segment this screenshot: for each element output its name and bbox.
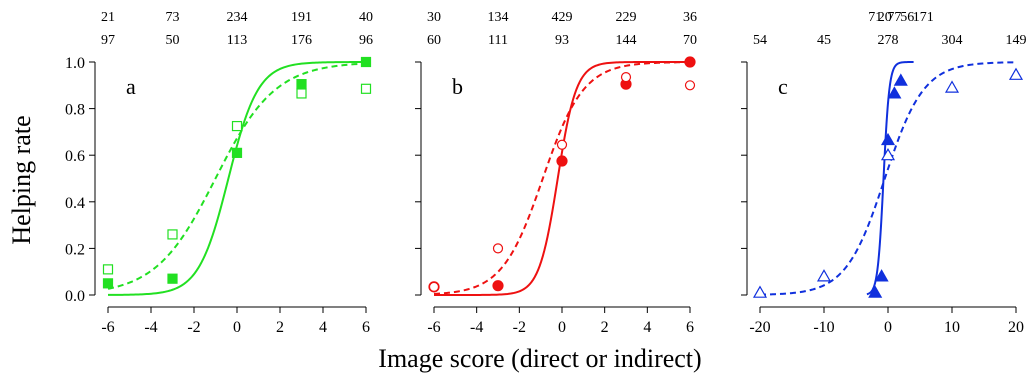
- open-circle-marker: [684, 80, 696, 91]
- x-tick-label: 0: [233, 319, 241, 336]
- count-label-top: 229: [616, 10, 637, 25]
- open-circle-marker: [428, 281, 440, 292]
- x-tick-label: 4: [319, 319, 327, 336]
- y-tick-label: 0.6: [65, 148, 85, 165]
- filled-square-marker: [231, 147, 243, 158]
- x-tick-label: 0: [558, 319, 566, 336]
- count-label-top: 21: [101, 10, 115, 25]
- filled-circle-marker: [492, 280, 504, 292]
- count-label-bottom: 144: [616, 33, 637, 48]
- x-tick-label: -4: [470, 319, 483, 336]
- open-circle-marker: [556, 139, 568, 150]
- panel-b: -6 -4 -2 0 2 4 6 b 30 134 429 229 36 60 111 93 144 70: [415, 10, 697, 336]
- count-label-top: 30: [427, 10, 441, 25]
- filled-triangle-marker: [880, 132, 896, 146]
- open-triangle-marker: [880, 147, 896, 161]
- count-label-bottom: 50: [166, 33, 180, 48]
- open-square-marker: [360, 83, 372, 94]
- count-label-bottom: 113: [227, 33, 247, 48]
- fit-curve-dashed: [107, 62, 367, 290]
- x-tick-label: -6: [427, 319, 440, 336]
- count-label-bottom: 97: [101, 33, 115, 48]
- x-tick-label: -10: [813, 319, 834, 336]
- x-tick-label: -20: [749, 319, 770, 336]
- filled-square-marker: [296, 79, 307, 90]
- x-tick-label: 2: [276, 319, 284, 336]
- count-label-bottom: 60: [427, 33, 441, 48]
- filled-triangle-marker: [893, 73, 908, 86]
- x-tick-label: -4: [144, 319, 157, 336]
- x-tick-label: 10: [944, 319, 960, 336]
- open-square-marker: [167, 229, 178, 240]
- y-tick-label: 0.2: [65, 241, 85, 258]
- count-label-bottom: 176: [291, 33, 312, 48]
- count-label-bottom: 45: [817, 33, 831, 48]
- count-label-top: 429: [552, 10, 573, 25]
- count-label-top: 171: [913, 10, 934, 25]
- count-label-bottom: 149: [1006, 33, 1027, 48]
- filled-square-marker: [167, 273, 178, 284]
- x-tick-label: -6: [101, 319, 114, 336]
- x-tick-label: 20: [1008, 319, 1024, 336]
- count-label-top: 40: [359, 10, 373, 25]
- y-tick-label: 0.8: [65, 102, 85, 119]
- fit-curve-solid: [434, 61, 690, 296]
- count-label-top: 20: [878, 10, 892, 25]
- x-tick-label: 6: [686, 319, 694, 336]
- count-label-bottom: 93: [555, 33, 569, 48]
- count-label-top: 134: [488, 10, 509, 25]
- open-triangle-marker: [752, 285, 768, 298]
- open-triangle-marker: [944, 80, 960, 93]
- count-label-bottom: 278: [878, 33, 899, 48]
- open-triangle-marker: [1008, 67, 1024, 80]
- panel-a: 0.0 0.2 0.4 0.6 0.8 1.0 -6 -4 -2 0 2 4 6 a 21 73 234 191 4…: [65, 10, 373, 336]
- y-tick-label: 0.4: [65, 195, 85, 212]
- filled-triangle-marker: [874, 269, 889, 282]
- fit-curve-solid: [107, 61, 366, 296]
- count-label-bottom: 54: [753, 33, 767, 48]
- open-square-marker: [296, 88, 307, 99]
- y-tick-label: 1.0: [65, 55, 85, 72]
- panel-letter: a: [126, 74, 136, 99]
- panel-letter: b: [452, 74, 463, 99]
- y-tick-label: 0.0: [65, 288, 85, 305]
- x-tick-label: 0: [884, 319, 892, 336]
- count-label-top: 71: [868, 10, 882, 25]
- x-tick-label: 6: [362, 319, 370, 336]
- open-square-marker: [231, 120, 243, 132]
- panel-letter: c: [778, 74, 788, 99]
- x-axis-label: Image score (direct or indirect): [378, 344, 701, 373]
- open-circle-marker: [620, 72, 632, 83]
- fit-curve-solid: [866, 61, 914, 296]
- count-label-top: 36: [683, 10, 697, 25]
- count-label-bottom: 70: [683, 33, 697, 48]
- count-label-bottom: 96: [359, 33, 373, 48]
- filled-square-marker: [360, 56, 372, 68]
- fit-curve-dashed: [433, 61, 691, 295]
- x-tick-label: 2: [601, 319, 609, 336]
- count-label-top: 191: [291, 10, 312, 25]
- filled-square-marker: [102, 278, 114, 289]
- open-triangle-marker: [816, 269, 832, 282]
- count-label-top: 234: [227, 10, 248, 25]
- filled-triangle-marker: [868, 285, 883, 298]
- count-label-top: 77: [887, 10, 901, 25]
- open-circle-marker: [492, 243, 504, 254]
- x-tick-label: 4: [643, 319, 651, 336]
- fit-curve-dashed: [759, 61, 1017, 296]
- open-square-marker: [102, 264, 114, 275]
- count-label-top: 73: [166, 10, 180, 25]
- count-label-top: 56: [900, 10, 914, 25]
- y-axis-label: Helping rate: [7, 115, 36, 244]
- x-tick-label: -2: [187, 319, 200, 336]
- count-label-bottom: 111: [488, 33, 508, 48]
- count-label-bottom: 304: [942, 33, 963, 48]
- filled-triangle-marker: [887, 86, 902, 99]
- x-tick-label: -2: [513, 319, 526, 336]
- filled-circle-marker: [556, 155, 568, 167]
